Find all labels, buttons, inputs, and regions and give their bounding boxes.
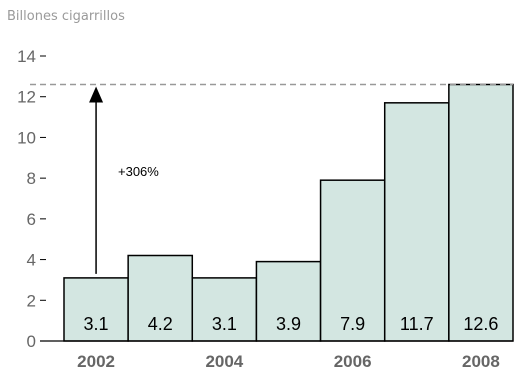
value-label-2005: 3.9 bbox=[276, 314, 301, 334]
value-label-2006: 7.9 bbox=[340, 314, 365, 334]
bar-2007 bbox=[383, 102, 450, 342]
annotation-text: +306% bbox=[118, 164, 159, 179]
bar-2006 bbox=[319, 179, 386, 342]
y-tick-label-14: 14 bbox=[17, 47, 36, 66]
x-tick-label-2002: 2002 bbox=[77, 352, 115, 371]
value-label-2002: 3.1 bbox=[84, 314, 109, 334]
x-tick-label-2006: 2006 bbox=[334, 352, 372, 371]
value-label-2003: 4.2 bbox=[148, 314, 173, 334]
y-tick-label-4: 4 bbox=[27, 251, 36, 270]
y-tick-label-10: 10 bbox=[17, 128, 36, 147]
value-label-2004: 3.1 bbox=[212, 314, 237, 334]
unit-label: Billones cigarrillos bbox=[7, 9, 125, 24]
y-tick-label-2: 2 bbox=[27, 291, 36, 310]
x-tick-label-2008: 2008 bbox=[462, 352, 500, 371]
bar-2008 bbox=[448, 83, 514, 342]
x-tick-label-2004: 2004 bbox=[205, 352, 243, 371]
annotation-arrow-head bbox=[89, 86, 104, 103]
y-tick-label-12: 12 bbox=[17, 88, 36, 107]
y-tick-label-6: 6 bbox=[27, 210, 36, 229]
value-label-2008: 12.6 bbox=[463, 314, 498, 334]
value-label-2007: 11.7 bbox=[400, 314, 434, 334]
y-tick-label-8: 8 bbox=[27, 169, 36, 188]
y-tick-label-0: 0 bbox=[27, 332, 36, 351]
